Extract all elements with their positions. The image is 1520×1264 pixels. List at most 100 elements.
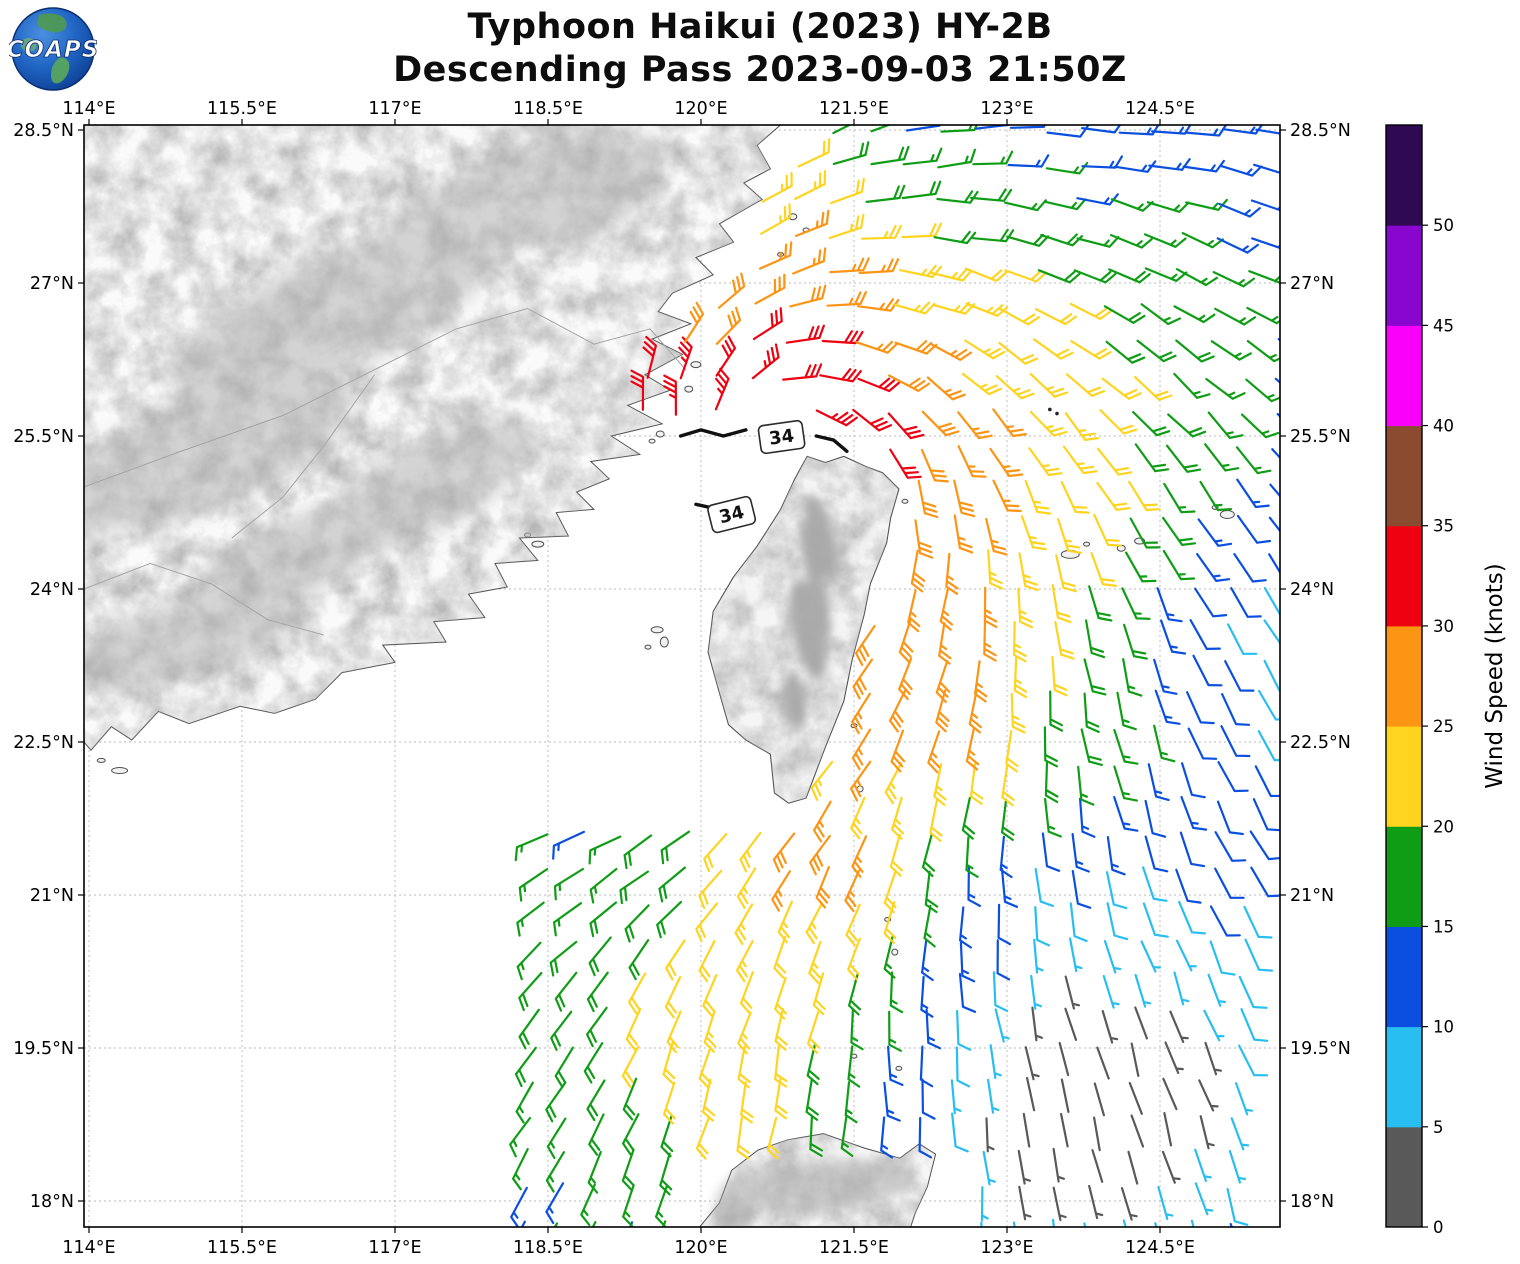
x-tick-label-top: 124.5°E	[1125, 99, 1195, 119]
contour-label-group: 34	[757, 419, 806, 455]
wind-barb	[805, 902, 824, 945]
wind-barb	[1194, 1148, 1212, 1182]
wind-barb	[1238, 1044, 1269, 1077]
island	[96, 757, 106, 763]
wind-barb	[1005, 729, 1019, 773]
wind-barb	[1071, 833, 1090, 873]
wind-barb	[985, 517, 1008, 556]
wind-barb	[642, 335, 657, 379]
wind-barb	[1024, 479, 1052, 515]
wind-barb	[1228, 1149, 1246, 1184]
island	[650, 626, 664, 634]
x-tick-label-bottom: 117°E	[368, 1238, 421, 1258]
wind-barb	[932, 301, 976, 315]
wind-barb	[1051, 584, 1072, 623]
wind-barb	[1194, 1182, 1214, 1216]
wind-barb	[865, 184, 906, 203]
island	[648, 438, 656, 444]
colorbar: 0 5 10 15 20 25 30 35 40 45 50 Wind Speed (knots)	[1385, 124, 1508, 1237]
wind-barb	[772, 832, 796, 873]
wind-barb	[1134, 443, 1170, 473]
wind-barb	[1026, 1076, 1036, 1112]
wind-barb	[1070, 340, 1112, 360]
wind-barb	[1148, 158, 1191, 171]
wind-barb	[1245, 378, 1280, 403]
wind-barb	[714, 367, 730, 411]
wind-barb	[1230, 587, 1262, 618]
wind-barb	[1017, 1149, 1031, 1185]
wind-barb	[715, 306, 742, 345]
contour-speck	[1048, 407, 1052, 412]
wind-barb	[1196, 552, 1231, 582]
wind-barb	[1004, 269, 1048, 283]
wind-barb	[819, 368, 862, 383]
wind-barb	[702, 974, 718, 1017]
y-tick-label-left: 24°N	[30, 580, 74, 600]
wind-barb	[1199, 480, 1232, 512]
wind-barb	[1064, 1007, 1078, 1041]
colorbar-bin	[1386, 826, 1422, 927]
wind-barb	[1022, 1112, 1031, 1148]
wind-barb	[844, 869, 861, 912]
wind-barb	[997, 903, 1012, 946]
wind-barb	[1058, 1041, 1070, 1077]
wind-barb	[1055, 554, 1077, 593]
wind-barb	[1103, 305, 1146, 324]
wind-barb	[1180, 795, 1208, 831]
wind-barb	[1285, 235, 1325, 250]
wind-barb	[621, 1148, 635, 1192]
wind-barb	[888, 374, 931, 392]
wind-barb	[1220, 725, 1251, 758]
wind-barb	[930, 343, 973, 361]
wind-barb	[553, 867, 585, 901]
wind-barb	[965, 727, 980, 771]
wind-barb	[1110, 234, 1153, 249]
wind-barb	[1194, 587, 1228, 618]
wind-barb	[1252, 798, 1280, 832]
x-tick-label-bottom: 124.5°E	[1125, 1238, 1195, 1258]
colorbar-border	[1385, 124, 1423, 1228]
wind-barb	[965, 302, 1009, 317]
wind-barb	[887, 412, 925, 440]
colorbar-bin	[1386, 1126, 1422, 1228]
colorbar-bin	[1386, 525, 1422, 627]
wind-barb	[1175, 939, 1197, 972]
y-tick-label-left: 25.5°N	[13, 427, 74, 447]
wind-barb	[1255, 128, 1280, 135]
wind-barb	[1102, 975, 1120, 1009]
wind-barb	[1096, 1046, 1110, 1080]
wind-barb	[987, 1078, 1000, 1114]
wind-barb	[1054, 621, 1075, 660]
wind-barb	[929, 268, 973, 282]
wind-barb	[1093, 1082, 1105, 1117]
wind-barb	[518, 972, 543, 1012]
wind-barb	[678, 336, 693, 380]
island	[644, 644, 652, 650]
wind-barb	[1263, 619, 1280, 645]
wind-barb	[1212, 271, 1256, 288]
wind-barb	[927, 730, 941, 774]
wind-barb	[1034, 906, 1051, 947]
wind-barb	[1113, 765, 1138, 802]
wind-barb	[1024, 1046, 1040, 1081]
wind-barb	[996, 939, 1011, 981]
wind-barb	[983, 586, 998, 628]
wind-barb	[850, 1008, 864, 1051]
wind-barb	[656, 900, 683, 939]
wind-barb	[1071, 869, 1092, 909]
wind-barb	[950, 1079, 962, 1115]
wind-barb	[698, 940, 716, 983]
wind-barb	[1162, 1077, 1178, 1111]
colorbar-bin	[1386, 225, 1422, 326]
x-tick-label-top: 117°E	[368, 99, 421, 119]
wind-barb	[809, 834, 831, 876]
wind-barb	[737, 1045, 751, 1089]
island	[891, 948, 899, 956]
wind-barb	[621, 1045, 640, 1088]
wind-barb	[589, 867, 618, 904]
wind-barb	[1197, 518, 1233, 547]
wind-barb	[1153, 658, 1178, 695]
wind-barb	[1120, 1187, 1138, 1221]
wind-barb	[992, 971, 1009, 1012]
wind-barb	[1187, 727, 1218, 760]
